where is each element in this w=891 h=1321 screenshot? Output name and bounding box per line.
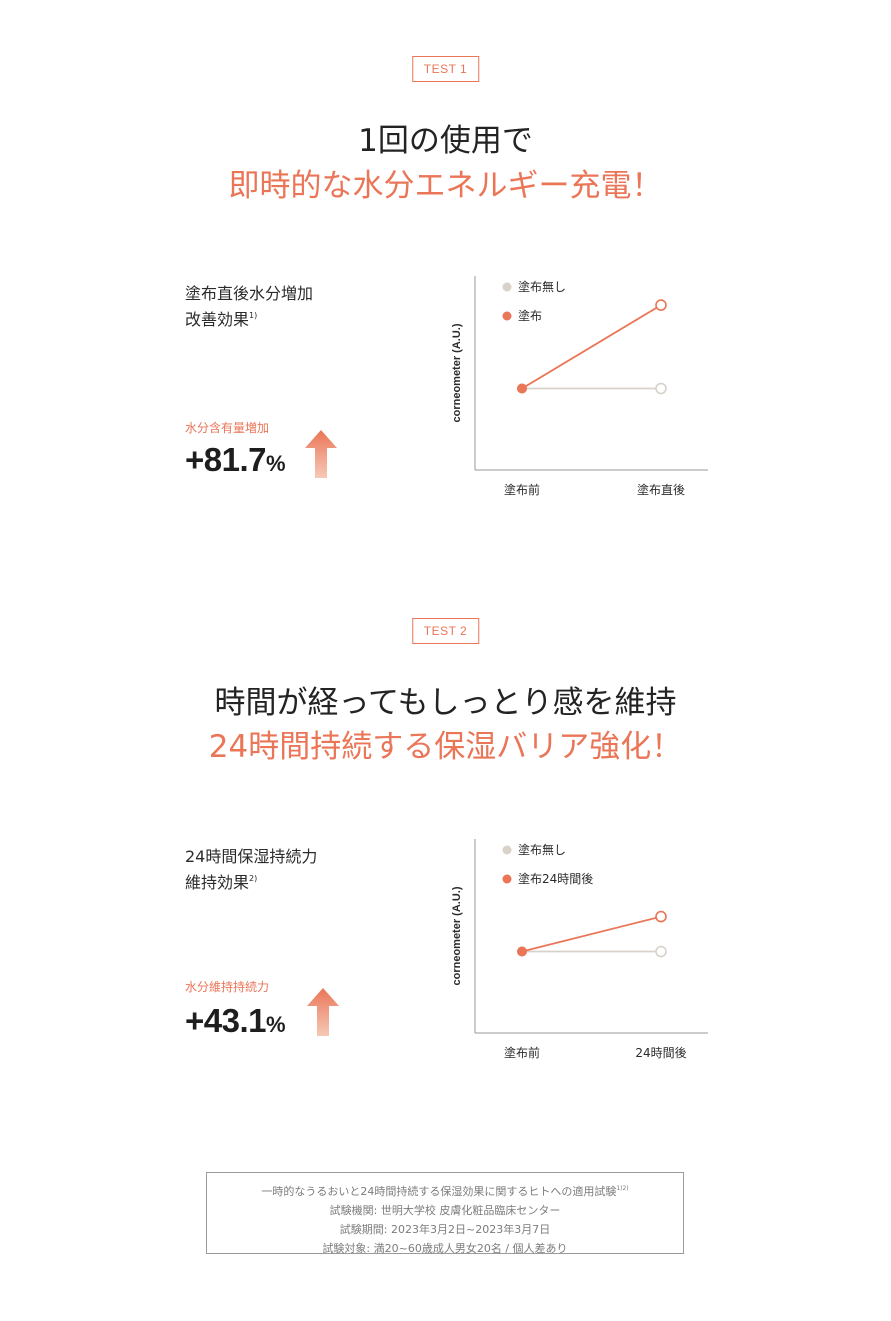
- stat-number: +81.7: [185, 441, 267, 478]
- effect-title-line-2: 維持効果: [185, 873, 250, 892]
- test-info-box: 一時的なうるおいと24時間持続する保湿効果に関するヒトへの適用試験1)2) 試験…: [206, 1172, 684, 1255]
- stat-number: +43.1: [185, 1002, 267, 1039]
- legend-label: 塗布無し: [518, 279, 566, 294]
- effect-title: 24時間保湿持続力 維持効果2): [185, 846, 317, 894]
- x-tick-label: 塗布直後: [637, 482, 685, 497]
- test-subjects: 試験対象: 満20~60歳成人男女20名 / 個人差あり: [322, 1242, 568, 1255]
- footnote-ref: 1)2): [616, 1185, 629, 1192]
- data-point: [517, 384, 527, 394]
- test-badge: TEST 2: [411, 618, 480, 644]
- heading-line-1: 時間が経ってもしっとり感を維持: [214, 685, 677, 721]
- legend-marker: [502, 311, 512, 321]
- increase-arrow-icon: [307, 988, 339, 1036]
- stat-value: +81.7%: [185, 441, 286, 479]
- x-tick-label: 塗布前: [504, 1045, 540, 1060]
- increase-arrow-icon: [305, 430, 337, 478]
- test-2-section: TEST 2 時間が経ってもしっとり感を維持 24時間持続する保湿バリア強化！ …: [0, 560, 891, 1120]
- stat-label: 水分含有量増加: [185, 421, 270, 435]
- y-axis-label: corneometer (A.U.): [451, 323, 463, 422]
- x-tick-label: 24時間後: [635, 1046, 686, 1060]
- effect-title-line-2: 改善効果: [185, 310, 250, 329]
- series-line: [521, 915, 662, 953]
- data-point: [655, 299, 667, 311]
- legend-marker: [502, 845, 512, 855]
- x-tick-label: 塗布前: [504, 482, 540, 497]
- legend-label: 塗布無し: [518, 842, 566, 857]
- effect-title-line-1: 塗布直後水分増加: [185, 284, 314, 303]
- test-badge: TEST 1: [411, 56, 480, 82]
- data-point: [517, 947, 527, 957]
- footnote-ref: 2): [249, 874, 258, 883]
- legend-label: 塗布: [518, 308, 542, 323]
- test-1-section: TEST 1 1回の使用で 即時的な水分エネルギー充電！ 塗布直後水分増加 改善…: [0, 0, 891, 560]
- stat-unit: %: [266, 1012, 286, 1037]
- legend-label: 塗布24時間後: [518, 871, 593, 886]
- test-period: 試験期間: 2023年3月2日~2023年3月7日: [339, 1223, 551, 1236]
- heading-line-2: 24時間持続する保湿バリア強化！: [208, 729, 683, 765]
- footnote-ref: 1): [249, 311, 258, 320]
- effect-title: 塗布直後水分増加 改善効果1): [185, 283, 313, 331]
- legend-marker: [502, 282, 512, 292]
- heading-line-1: 1回の使用で: [358, 123, 533, 159]
- test-title: 一時的なうるおいと24時間持続する保湿効果に関するヒトへの適用試験: [261, 1185, 617, 1198]
- data-point: [655, 382, 667, 395]
- data-point: [655, 910, 667, 923]
- data-point: [655, 945, 667, 958]
- stat-label: 水分維持持続力: [185, 980, 270, 994]
- heading-line-2: 即時的な水分エネルギー充電！: [228, 168, 663, 204]
- test-institution: 試験機関: 世明大学校 皮膚化粧品臨床センター: [329, 1204, 561, 1217]
- y-axis-label: corneometer (A.U.): [451, 886, 463, 985]
- effect-title-line-1: 24時間保湿持続力: [185, 847, 318, 866]
- stat-unit: %: [266, 451, 286, 476]
- stat-value: +43.1%: [185, 1002, 286, 1040]
- series-line: [521, 304, 662, 390]
- legend-marker: [502, 874, 512, 884]
